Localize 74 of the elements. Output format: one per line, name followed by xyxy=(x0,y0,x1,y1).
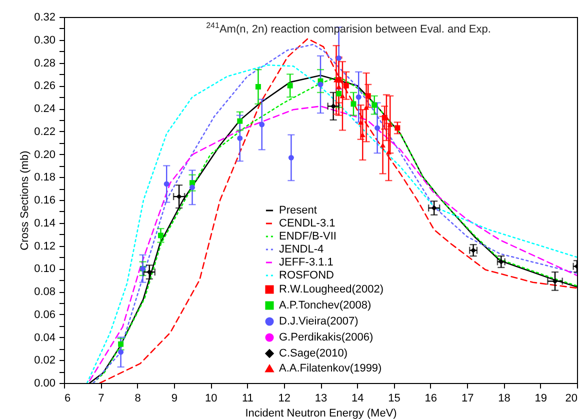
y-tick-label: 0.28 xyxy=(34,57,56,70)
x-tick-label: 6 xyxy=(64,392,71,404)
x-tick-label: 14 xyxy=(352,392,364,404)
point xyxy=(350,101,356,107)
point xyxy=(394,125,400,131)
point xyxy=(287,82,293,88)
x-axis-title: Incident Neutron Energy (MeV) xyxy=(245,408,397,419)
y-tick-label: 0.24 xyxy=(34,103,56,115)
point xyxy=(372,102,378,108)
y-tick-label: 0.30 xyxy=(34,34,56,46)
point xyxy=(237,136,243,141)
y-tick-label: 0.20 xyxy=(34,148,56,161)
x-tick-label: 9 xyxy=(171,392,178,404)
point xyxy=(340,94,346,98)
y-tick-label: 0.18 xyxy=(34,172,56,184)
point xyxy=(380,142,386,148)
x-tick-label: 7 xyxy=(98,392,104,404)
legend-label: A.A.Filatenkov(1999) xyxy=(279,362,382,374)
x-tick-label: 19 xyxy=(534,392,547,404)
y-tick-label: 0.04 xyxy=(34,332,56,344)
point xyxy=(288,154,294,160)
point xyxy=(365,93,371,99)
x-tick-label: 20 xyxy=(565,392,578,404)
y-tick-label: 0.10 xyxy=(34,263,56,276)
point xyxy=(118,349,124,355)
point xyxy=(164,181,170,187)
y-tick-label: 0.32 xyxy=(34,12,56,24)
point xyxy=(336,55,342,61)
legend-label: ROSFOND xyxy=(279,270,334,282)
x-tick-label: 17 xyxy=(461,392,474,404)
y-tick-label: 0.00 xyxy=(34,378,56,390)
legend-label: D.J.Vieira(2007) xyxy=(279,316,358,328)
point xyxy=(386,150,392,154)
x-tick-label: 8 xyxy=(134,392,141,404)
legend-label: Present xyxy=(279,204,317,216)
point xyxy=(374,125,380,131)
point xyxy=(190,184,195,190)
point xyxy=(431,205,437,211)
point xyxy=(259,122,265,128)
point xyxy=(318,82,324,88)
point xyxy=(118,341,124,347)
legend-label: C.Sage(2010) xyxy=(279,348,348,360)
y-tick-label: 0.06 xyxy=(34,308,56,321)
x-tick-label: 12 xyxy=(278,392,290,404)
x-tick-label: 15 xyxy=(388,392,400,404)
point xyxy=(336,90,342,96)
legend-label: CENDL-3.1 xyxy=(279,218,336,230)
x-tick-label: 10 xyxy=(204,392,218,404)
x-tick-label: 18 xyxy=(498,392,510,404)
y-tick-label: 0.16 xyxy=(34,194,56,206)
y-tick-label: 0.02 xyxy=(34,354,56,367)
legend-label: G.Perdikakis(2006) xyxy=(279,332,374,344)
point xyxy=(158,232,164,238)
point xyxy=(330,103,336,109)
x-tick-label: 16 xyxy=(424,392,438,404)
y-tick-label: 0.08 xyxy=(34,286,56,298)
legend-label: JENDL-4 xyxy=(279,244,324,256)
point xyxy=(255,84,261,90)
x-tick-label: 13 xyxy=(314,392,328,404)
point xyxy=(343,82,349,88)
x-tick-label: 11 xyxy=(242,392,254,404)
point xyxy=(176,194,182,200)
legend-label: JEFF-3.1.1 xyxy=(279,256,334,268)
y-tick-label: 0.14 xyxy=(34,217,56,230)
y-tick-label: 0.26 xyxy=(34,80,56,92)
point xyxy=(190,180,195,186)
legend-label: R.W.Lougheed(2002) xyxy=(279,284,384,296)
legend-label: A.P.Tonchev(2008) xyxy=(279,300,372,312)
legend-label: ENDF/B-VII xyxy=(279,230,336,242)
point xyxy=(356,94,362,100)
y-axis-title: Cross Sections (mb) xyxy=(19,150,32,250)
y-tick-label: 0.22 xyxy=(34,126,56,138)
y-tick-label: 0.12 xyxy=(34,240,56,252)
point xyxy=(237,118,243,124)
